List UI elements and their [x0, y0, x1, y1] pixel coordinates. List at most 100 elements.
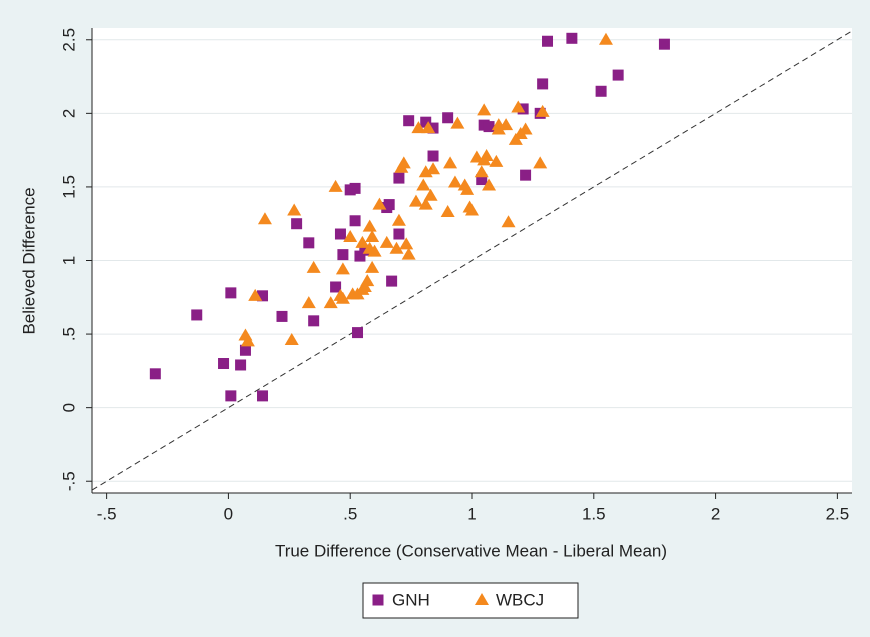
point [372, 197, 387, 210]
point [598, 32, 613, 45]
point [511, 100, 526, 113]
x-tick-label: -.5 [97, 504, 117, 523]
point [218, 358, 230, 370]
point [291, 218, 303, 230]
point [408, 194, 423, 207]
point [477, 103, 492, 116]
reference-line [91, 30, 853, 491]
point [447, 175, 462, 188]
legend-marker [475, 593, 489, 605]
point [426, 162, 441, 175]
point [416, 178, 431, 191]
point [483, 121, 495, 133]
point [257, 290, 269, 302]
point [399, 237, 414, 250]
point [393, 228, 405, 240]
point [335, 291, 350, 304]
y-tick-label: 2.5 [59, 28, 78, 52]
y-tick-label: -.5 [59, 471, 78, 491]
point [323, 296, 338, 309]
point [354, 250, 366, 262]
point [518, 122, 533, 135]
point [476, 174, 488, 186]
point [337, 249, 349, 261]
x-tick-label: 2 [711, 504, 720, 523]
point [403, 115, 415, 127]
point [469, 150, 484, 163]
point [284, 332, 299, 345]
point [352, 327, 364, 339]
point [365, 229, 380, 242]
point [474, 165, 489, 178]
x-tick-label: 1 [467, 504, 476, 523]
point [257, 212, 272, 225]
point [420, 116, 432, 128]
x-axis-title: True Difference (Conservative Mean - Lib… [275, 541, 667, 560]
point [355, 235, 370, 248]
point [389, 241, 404, 254]
point [257, 390, 269, 402]
point [334, 228, 346, 240]
point [489, 154, 504, 167]
point [423, 188, 438, 201]
point [533, 156, 548, 169]
point [440, 204, 455, 217]
point [393, 172, 405, 184]
y-tick-label: 1.5 [59, 175, 78, 199]
x-tick-label: 1.5 [582, 504, 606, 523]
point [235, 359, 247, 371]
y-tick-label: 0 [59, 403, 78, 412]
point [343, 229, 358, 242]
point [365, 260, 380, 273]
point [191, 309, 203, 321]
point [450, 116, 465, 129]
x-tick-label: 0 [224, 504, 233, 523]
point [367, 244, 382, 257]
point [566, 32, 578, 44]
x-tick-label: .5 [343, 504, 357, 523]
point [360, 274, 375, 287]
point [149, 368, 161, 380]
point [362, 219, 377, 232]
point [225, 390, 237, 402]
point [308, 315, 320, 327]
y-axis-title: Believed Difference [19, 187, 38, 334]
point [499, 118, 514, 131]
y-tick-label: 1 [59, 256, 78, 265]
point [248, 288, 263, 301]
point [240, 334, 255, 347]
point [520, 169, 532, 181]
legend [362, 582, 579, 619]
point [612, 69, 624, 81]
point [225, 287, 237, 299]
point [287, 203, 302, 216]
point [411, 121, 426, 134]
point [427, 150, 439, 162]
point [301, 296, 316, 309]
point [465, 203, 479, 216]
point [383, 199, 395, 211]
point [442, 112, 454, 124]
point [386, 275, 398, 287]
point [330, 281, 342, 293]
point [482, 178, 497, 191]
point [306, 260, 321, 273]
point [460, 182, 475, 195]
point [349, 215, 361, 227]
point [421, 121, 436, 134]
point [535, 104, 550, 117]
point [239, 344, 251, 356]
point [537, 78, 549, 90]
point [401, 247, 416, 260]
point [276, 310, 288, 322]
x-tick-label: 2.5 [826, 504, 850, 523]
point [303, 237, 315, 249]
point [658, 38, 670, 50]
point [427, 122, 439, 134]
legend-marker [372, 594, 384, 606]
point [418, 197, 433, 210]
y-tick-label: .5 [59, 327, 78, 341]
point [479, 149, 494, 162]
point [349, 182, 361, 194]
